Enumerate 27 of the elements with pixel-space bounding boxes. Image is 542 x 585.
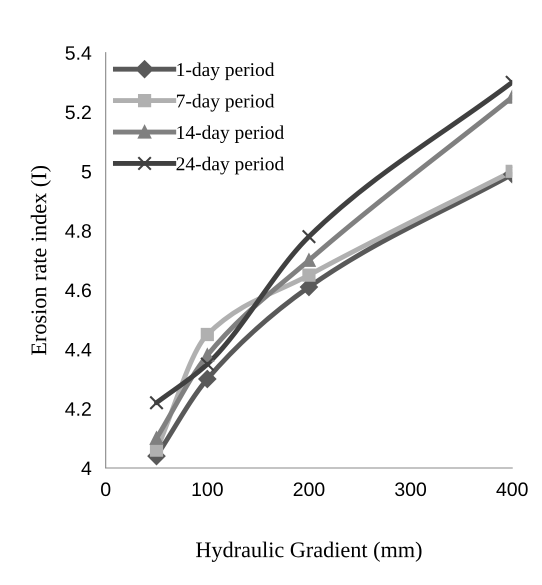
legend-label: 24-day period <box>176 156 284 174</box>
y-tick-label: 5.2 <box>66 105 91 120</box>
point <box>150 444 164 457</box>
x-tick-label: 200 <box>294 482 324 496</box>
point <box>149 395 164 410</box>
x-tick-label: 100 <box>192 482 223 496</box>
point <box>150 432 164 445</box>
y-tick-label: 4.8 <box>65 224 91 238</box>
y-tick-label: 5.4 <box>66 46 92 60</box>
y-tick-label: 4 <box>81 462 92 476</box>
legend-label: 1-day period <box>177 62 274 80</box>
y-axis-title: Erosion rate index (I) <box>30 166 51 356</box>
point <box>302 229 316 244</box>
y-tick-label: 5 <box>82 164 91 179</box>
point <box>198 370 216 388</box>
point <box>302 268 316 282</box>
y-tick-label: 4.4 <box>65 342 92 356</box>
x-axis-title: Hydraulic Gradient (mm) <box>196 542 422 562</box>
y-tick-label: 4.6 <box>65 283 91 298</box>
point <box>200 356 215 372</box>
point <box>200 328 214 342</box>
legend-label: 7-day period <box>176 94 274 112</box>
x-tick-label: 300 <box>395 482 426 496</box>
y-tick-label: 4.2 <box>65 402 91 416</box>
legend-label: 14-day period <box>177 125 284 144</box>
x-tick-label: 0 <box>101 482 110 496</box>
x-tick-label: 400 <box>496 482 528 496</box>
